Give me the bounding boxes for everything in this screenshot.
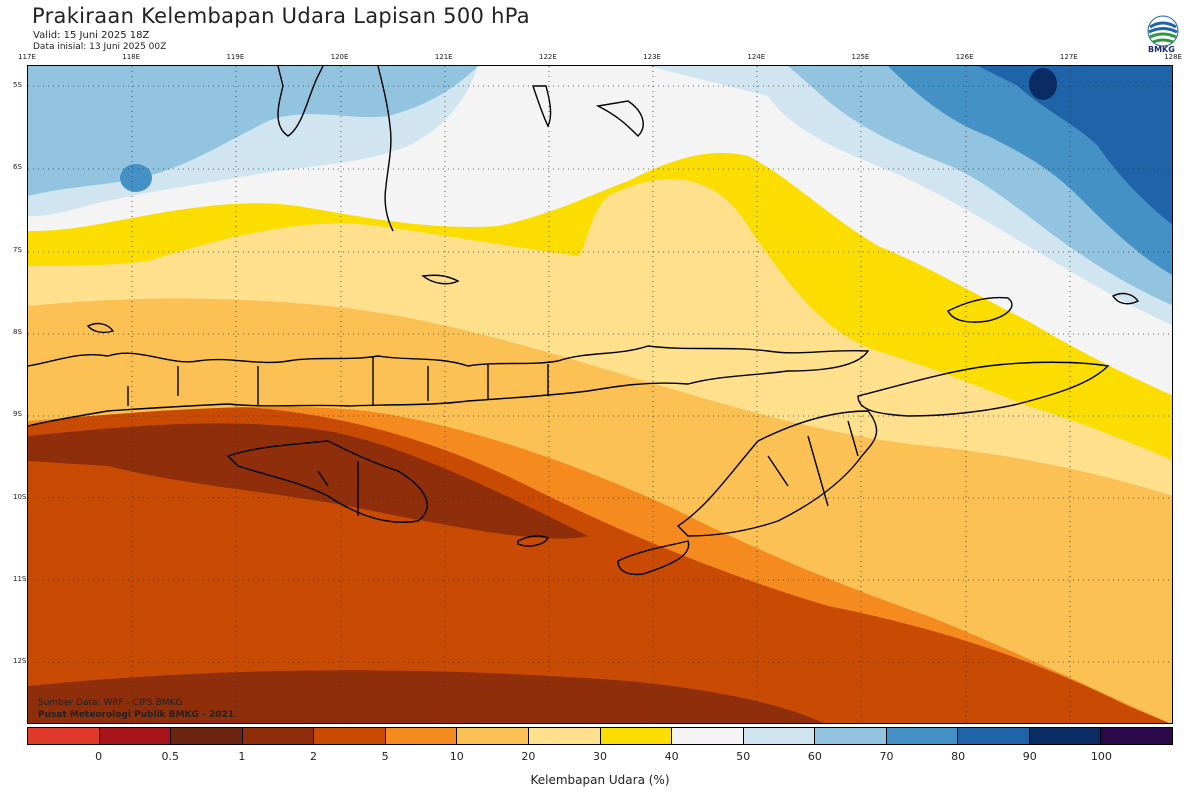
colorbar-tick-label: 0 [95,750,103,763]
lat-tick-label: 8S [13,327,22,336]
colorbar-tick-label: 0.5 [161,750,180,763]
light-blue-zone-west [28,66,478,196]
dark-brown-zone-south [28,670,824,723]
valid-time-label: Valid: 15 Juni 2025 18Z [33,30,150,41]
colorbar-swatch [385,728,458,744]
colorbar-swatch [1101,728,1172,744]
lon-tick-label: 123E [643,53,661,61]
chart-title: Prakiraan Kelembapan Udara Lapisan 500 h… [32,4,530,28]
colorbar-tick-label: 30 [593,750,607,763]
lat-tick-label: 6S [13,163,22,172]
colorbar-swatch [600,728,673,744]
colorbar-swatch [958,728,1030,744]
humidity-map [27,65,1173,724]
colorbar [27,727,1173,745]
lat-tick-label: 12S [13,657,27,666]
colorbar-swatch [743,728,816,744]
organization-credit: Pusat Meteorologi Publik BMKG - 2021 [38,710,235,720]
colorbar-swatch [528,728,601,744]
colorbar-tick-label: 2 [310,750,317,763]
lon-tick-label: 125E [851,53,870,61]
timor-coast [676,410,878,537]
map-canvas [28,66,1172,723]
coastlines [28,66,1140,576]
lon-tick-label: 118E [122,53,141,61]
lon-tick-label: 117E [18,53,36,61]
colorbar-swatch [1029,728,1102,744]
lon-tick-label: 127E [1059,53,1078,61]
colorbar-tick-label: 5 [381,750,389,763]
colorbar-swatch [886,728,959,744]
blue-spot [120,164,152,192]
lat-tick-label: 9S [13,410,22,419]
colorbar-swatch [242,728,315,744]
colorbar-tick-label: 10 [449,750,464,763]
lat-tick-label: 5S [13,81,22,89]
initial-data-label: Data inisial: 13 Juni 2025 00Z [33,42,167,52]
colorbar-swatch [171,728,243,744]
colorbar-swatch [457,728,529,744]
logo-text: BMKG [1148,45,1175,54]
colorbar-tick-label: 100 [1090,750,1112,763]
dark-brown-zone-north [28,423,588,539]
colorbar-tick-label: 70 [879,750,894,763]
lon-tick-label: 121E [434,53,453,61]
data-source-credit: Sumber Data: WRF - CIPS BMKG [38,698,183,708]
lon-tick-label: 126E [955,53,974,61]
lat-lon-grid [28,66,1172,723]
colorbar-tick-label: 40 [664,750,679,763]
dark-blue-zone [978,66,1172,225]
lon-tick-label: 120E [330,53,349,61]
lat-tick-label: 7S [13,245,22,254]
bmkg-logo-icon [1147,15,1179,47]
colorbar-swatch [815,728,887,744]
lon-tick-label: 119E [226,53,245,61]
colorbar-tick-label: 80 [951,750,966,763]
colorbar-title: Kelembapan Udara (%) [530,773,670,787]
colorbar-tick-label: 1 [238,750,246,763]
navy-spot [1029,68,1057,100]
sumba-coast [226,440,428,523]
colorbar-tick-label: 50 [736,750,751,763]
colorbar-swatch [672,728,744,744]
lat-tick-label: 10S [13,492,27,501]
lon-tick-label: 122E [539,53,557,61]
lon-tick-label: 128E [1164,53,1182,61]
colorbar-swatch [99,728,172,744]
lon-tick-label: 124E [747,53,766,61]
lat-tick-label: 11S [13,574,27,583]
colorbar-tick-label: 60 [807,750,822,763]
colorbar-swatch [28,728,100,744]
colorbar-tick-label: 20 [521,750,536,763]
colorbar-swatch [314,728,386,744]
colorbar-tick-label: 90 [1022,750,1037,763]
